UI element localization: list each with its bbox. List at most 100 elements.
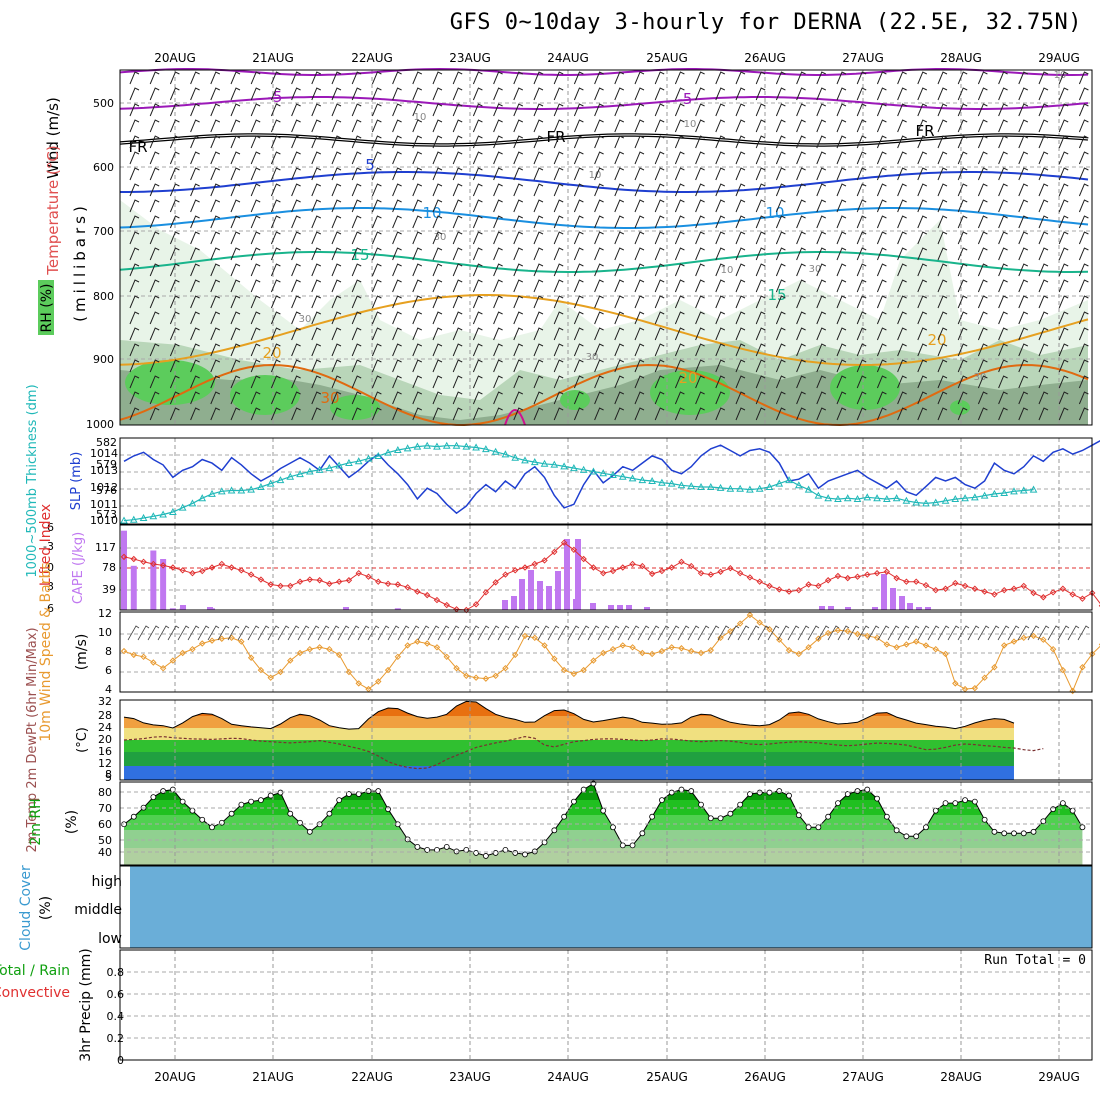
wind-barb — [472, 263, 483, 277]
surface-wind-barb — [1007, 625, 1020, 641]
wind-barb — [412, 135, 423, 149]
wind-barb — [897, 135, 907, 149]
thickness-point — [794, 481, 803, 489]
wind-barb — [513, 135, 524, 149]
wind-barb — [836, 295, 847, 309]
wind-barb — [654, 359, 665, 373]
wind-barb — [513, 247, 524, 261]
rh-point — [756, 789, 763, 796]
wind-barb — [493, 407, 503, 421]
wind-barb — [937, 391, 948, 405]
surface-wind-barb — [977, 625, 990, 641]
li-point — [609, 567, 617, 575]
wind-barb — [129, 295, 140, 309]
li-point — [971, 585, 979, 592]
rh-point — [453, 848, 460, 855]
rh-point — [962, 797, 968, 804]
li-point — [795, 586, 803, 594]
wind-speed-point — [404, 642, 411, 649]
wind-barb — [291, 263, 301, 277]
li-point — [1040, 594, 1047, 601]
wind-barb — [331, 183, 342, 197]
wind-barb — [977, 87, 988, 101]
wind-barb — [351, 167, 362, 181]
surface-wind-barb — [947, 625, 960, 641]
wind-barb — [1058, 407, 1069, 421]
wind-barb — [775, 279, 786, 293]
surface-wind-barb — [527, 625, 540, 641]
li-point — [873, 569, 881, 577]
wind-barb — [190, 311, 200, 325]
wind-barb — [412, 311, 423, 325]
wind-barb — [210, 295, 221, 309]
rh-point — [326, 810, 333, 817]
wind-barb — [250, 407, 261, 421]
surface-wind-barb — [207, 625, 220, 641]
wind-barb — [634, 167, 645, 181]
wind-barb — [977, 375, 988, 389]
rh-area-green-1 — [230, 375, 300, 415]
surface-wind-barb — [957, 625, 970, 641]
li-point — [482, 589, 490, 596]
wind-barb — [654, 343, 665, 357]
wind-barb — [1018, 183, 1029, 197]
wind-barb — [735, 135, 746, 149]
wind-barb — [331, 263, 342, 277]
wind-speed-point — [120, 647, 128, 655]
wind-barb — [674, 263, 685, 277]
wind-barb — [230, 215, 241, 229]
wind-barb — [1058, 231, 1069, 245]
surface-wind-barb — [137, 625, 150, 641]
wind-barb — [513, 263, 524, 277]
wind-barb — [735, 359, 746, 373]
date-label-top-0: 20AUG — [154, 51, 196, 65]
li-point — [453, 606, 460, 613]
wind-barb — [876, 359, 887, 373]
wind-barb — [452, 119, 463, 133]
li-point — [345, 577, 353, 584]
thickness-point — [305, 467, 314, 475]
wind-barb — [998, 167, 1008, 181]
wind-barb — [755, 311, 766, 325]
wind-barb — [513, 119, 524, 133]
wind-barb — [513, 87, 524, 101]
date-label-top-7: 27AUG — [842, 51, 884, 65]
isotherm-label-8: 15 — [350, 246, 369, 264]
rh-point — [874, 795, 880, 802]
wind-barb — [735, 407, 746, 421]
wind-barb — [796, 87, 806, 101]
wind-barb — [513, 407, 524, 421]
rh-point — [424, 847, 431, 853]
wind-barb — [553, 87, 564, 101]
wind-barb — [392, 295, 402, 309]
wind-barb — [897, 311, 907, 325]
wind-barb — [129, 199, 140, 213]
wind-barb — [553, 199, 564, 213]
wind-barb — [270, 231, 281, 245]
wind-barb — [311, 199, 322, 213]
wind-barb — [210, 311, 221, 325]
wind-barb — [270, 407, 281, 421]
cape-tick-0: 117 — [95, 541, 116, 554]
wind-barb — [594, 87, 604, 101]
wind-barb — [977, 135, 988, 149]
wind-barb — [573, 327, 584, 341]
wind-barb — [250, 263, 261, 277]
wind-barb — [210, 231, 221, 245]
wind-barb — [392, 247, 402, 261]
wind-barb — [230, 119, 241, 133]
wind-barb — [796, 343, 806, 357]
wind-barb — [998, 119, 1008, 133]
surface-wind-barb — [867, 625, 880, 641]
surface-wind-barb — [837, 625, 850, 641]
wind-barb — [573, 71, 584, 85]
li-point — [130, 555, 137, 563]
wind-barb — [654, 247, 665, 261]
surface-wind-barb — [757, 625, 770, 641]
surface-wind-barb — [157, 625, 170, 641]
rh-frame — [119, 781, 1093, 866]
wind-barb — [775, 311, 786, 325]
li-point — [433, 596, 441, 604]
wind-barb — [634, 151, 645, 165]
wind-barb — [371, 135, 382, 149]
